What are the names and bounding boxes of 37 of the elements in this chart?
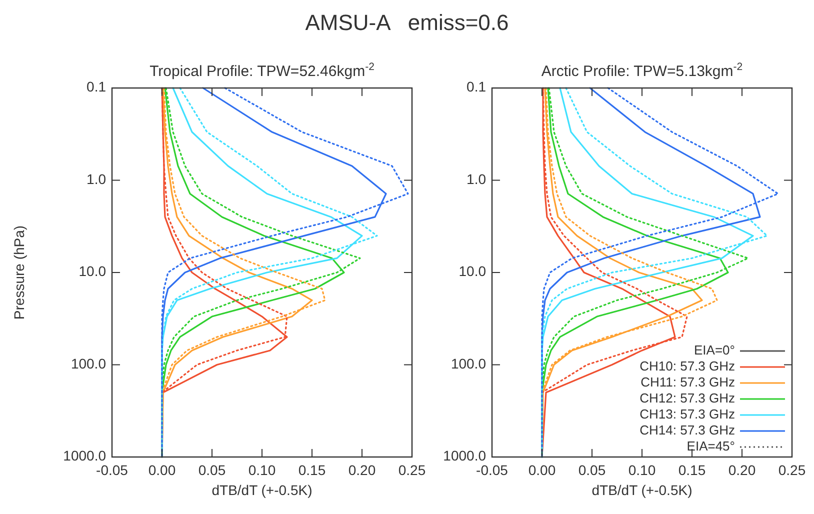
y-tick-label: 1000.0 xyxy=(443,448,486,464)
x-tick-label: 0.15 xyxy=(678,462,706,478)
legend-label: EIA=0° xyxy=(694,342,735,358)
chart-subtitle: Tropical Profile: TPW=52.46kgm$^{-2}$ xyxy=(150,61,375,80)
y-axis-title: Pressure (hPa) xyxy=(11,225,27,320)
x-axis-title: dTB/dT (+-0.5K) xyxy=(592,482,692,498)
x-tick-label: 0.00 xyxy=(528,462,556,478)
chart-subtitle: Arctic Profile: TPW=5.13kgm$^{-2}$ xyxy=(541,61,743,80)
chart-title: AMSU-A emiss=0.6 xyxy=(305,10,509,35)
y-tick-label: 1000.0 xyxy=(63,448,106,464)
x-tick-label: 0.05 xyxy=(578,462,606,478)
y-tick-label: 100.0 xyxy=(70,355,106,372)
y-tick-label: 100.0 xyxy=(450,355,486,372)
y-tick-label: 1.0 xyxy=(466,170,486,187)
x-tick-label: 0.15 xyxy=(298,462,326,478)
x-tick-label: 0.10 xyxy=(248,462,276,478)
y-tick-label: 0.1 xyxy=(86,78,106,95)
x-tick-label: 0.25 xyxy=(778,462,806,478)
y-tick-label: 10.0 xyxy=(78,263,106,280)
x-tick-label: 0.20 xyxy=(348,462,376,478)
x-axis-title: dTB/dT (+-0.5K) xyxy=(212,482,312,498)
x-tick-label: 0.05 xyxy=(198,462,226,478)
legend-label: CH13: 57.3 GHz xyxy=(640,406,735,422)
x-tick-label: -0.05 xyxy=(96,462,128,478)
y-tick-label: 10.0 xyxy=(458,263,486,280)
x-tick-label: -0.05 xyxy=(476,462,508,478)
x-tick-label: 0.10 xyxy=(628,462,656,478)
legend-label: EIA=45° xyxy=(686,438,735,454)
legend-label: CH10: 57.3 GHz xyxy=(640,358,735,374)
y-tick-label: 0.1 xyxy=(466,78,486,95)
x-tick-label: 0.25 xyxy=(398,462,426,478)
legend-label: CH14: 57.3 GHz xyxy=(640,422,735,438)
x-tick-label: 0.20 xyxy=(728,462,756,478)
y-tick-label: 1.0 xyxy=(86,170,106,187)
legend-label: CH12: 57.3 GHz xyxy=(640,390,735,406)
legend-label: CH11: 57.3 GHz xyxy=(640,374,735,390)
x-tick-label: 0.00 xyxy=(148,462,176,478)
